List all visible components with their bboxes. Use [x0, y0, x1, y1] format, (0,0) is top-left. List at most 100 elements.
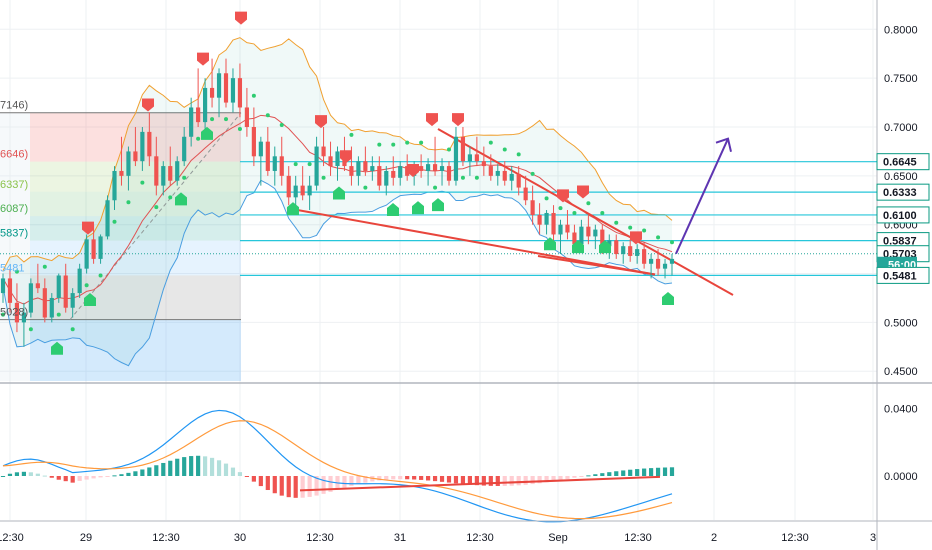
macd-histogram-bar [49, 476, 54, 478]
sar-dot [168, 195, 173, 200]
candle-body [335, 151, 340, 167]
sar-dot [391, 142, 396, 147]
macd-histogram-bar [14, 472, 20, 476]
fib-label: 6337) [0, 179, 28, 191]
macd-histogram-bar [621, 470, 626, 476]
candle-body [98, 236, 103, 259]
sar-dot [530, 171, 535, 176]
macd-histogram-bar [98, 476, 103, 478]
candle-body [516, 173, 521, 188]
macd-histogram-bar [0, 476, 6, 477]
macd-histogram-bar [237, 472, 243, 476]
trendlines[interactable] [286, 128, 734, 296]
candle-body [467, 154, 472, 162]
macd-histogram-bar [91, 476, 96, 479]
buy-marker [387, 203, 399, 217]
candle-body [112, 170, 117, 201]
price-label-bg [876, 206, 930, 224]
candle-body [349, 166, 354, 176]
time-tick-label: 3 [870, 532, 876, 544]
macd-divergence-line[interactable] [299, 475, 661, 492]
candle-body [244, 107, 249, 127]
bb-fill [3, 37, 672, 366]
time-tick-label: 12:30 [306, 532, 334, 544]
candle-body [509, 173, 514, 181]
sar-dot [419, 140, 424, 145]
time-tick-label: 2 [711, 532, 717, 544]
fib-diagonal [69, 112, 242, 320]
price-tick-label: 0.8000 [884, 24, 918, 36]
macd-histogram-bar [189, 456, 194, 476]
macd-histogram-bar [70, 476, 75, 483]
candle-body [272, 156, 277, 171]
sar-dot [614, 220, 619, 225]
candle-body [105, 200, 110, 237]
lower-trendline[interactable] [286, 207, 656, 276]
price-tick-label: 0.6500 [884, 171, 918, 183]
time-tick-label: 30 [234, 532, 246, 544]
macd-histogram-bar [209, 457, 215, 476]
arrow-shaft[interactable] [675, 138, 729, 255]
macd-histogram-bar [203, 456, 208, 476]
sar-dot [488, 140, 493, 145]
buy-marker [201, 126, 213, 140]
time-tick-label: 12:30 [466, 532, 494, 544]
candle-body [0, 278, 6, 294]
macd-histogram-bar [377, 476, 382, 481]
arrow-head[interactable] [715, 137, 732, 152]
candle-body [91, 239, 96, 259]
candle-body [669, 258, 675, 264]
candle-body [614, 240, 619, 254]
candle-body [300, 185, 305, 196]
candle-body [551, 212, 556, 235]
macd-histogram-bar [600, 473, 605, 476]
sar-dot [42, 264, 47, 269]
macd-histogram-bar [363, 476, 368, 483]
candle-body [558, 224, 563, 235]
fib-label: 6087) [0, 203, 28, 215]
sar-dot [474, 175, 479, 180]
candle-body [230, 78, 236, 103]
sar-dot [1, 312, 5, 317]
price-label: 0.6645 [883, 157, 917, 169]
buy-marker [333, 186, 345, 200]
sar-dot [516, 152, 521, 157]
macd-histogram-bar [460, 476, 466, 484]
candle-body [488, 166, 493, 176]
sar-dot [14, 269, 19, 274]
candle-body [28, 283, 33, 313]
time-tick-label: 29 [80, 532, 92, 544]
macd-histogram-bar [551, 476, 556, 482]
macd-histogram-bar [272, 476, 277, 494]
candle-body [474, 154, 479, 162]
macd-histogram-bar [419, 476, 424, 480]
price-tick-label: 0.7000 [884, 122, 918, 134]
parabolic-sar [1, 93, 674, 332]
fib-label: 5837) [0, 228, 28, 240]
macd-histogram-bar [63, 476, 68, 482]
upper-trendline[interactable] [437, 128, 734, 296]
candle-body [119, 170, 124, 176]
candle-body [453, 136, 459, 181]
candle-body [377, 166, 382, 186]
macd-histogram-bar [544, 476, 549, 483]
time-tick-label: 12:30 [781, 532, 809, 544]
fib-band [30, 216, 241, 241]
sell-marker [235, 11, 247, 25]
buy-marker [432, 198, 444, 212]
candle-body [84, 239, 89, 269]
sar-dot [224, 117, 228, 122]
macd-histogram-bar [216, 460, 222, 476]
candle-body [649, 258, 654, 264]
sar-dot [182, 175, 187, 180]
macd-histogram-bar [230, 467, 236, 476]
macd-histogram-bar [300, 476, 305, 498]
sar-dot [56, 312, 61, 317]
macd-histogram-bar [196, 455, 201, 476]
price-tick-label: 0.4500 [884, 366, 918, 378]
sell-marker [315, 115, 327, 129]
projection-arrow[interactable] [675, 137, 732, 255]
support-trendline[interactable] [537, 254, 656, 276]
macd-histogram-bar [105, 476, 110, 477]
